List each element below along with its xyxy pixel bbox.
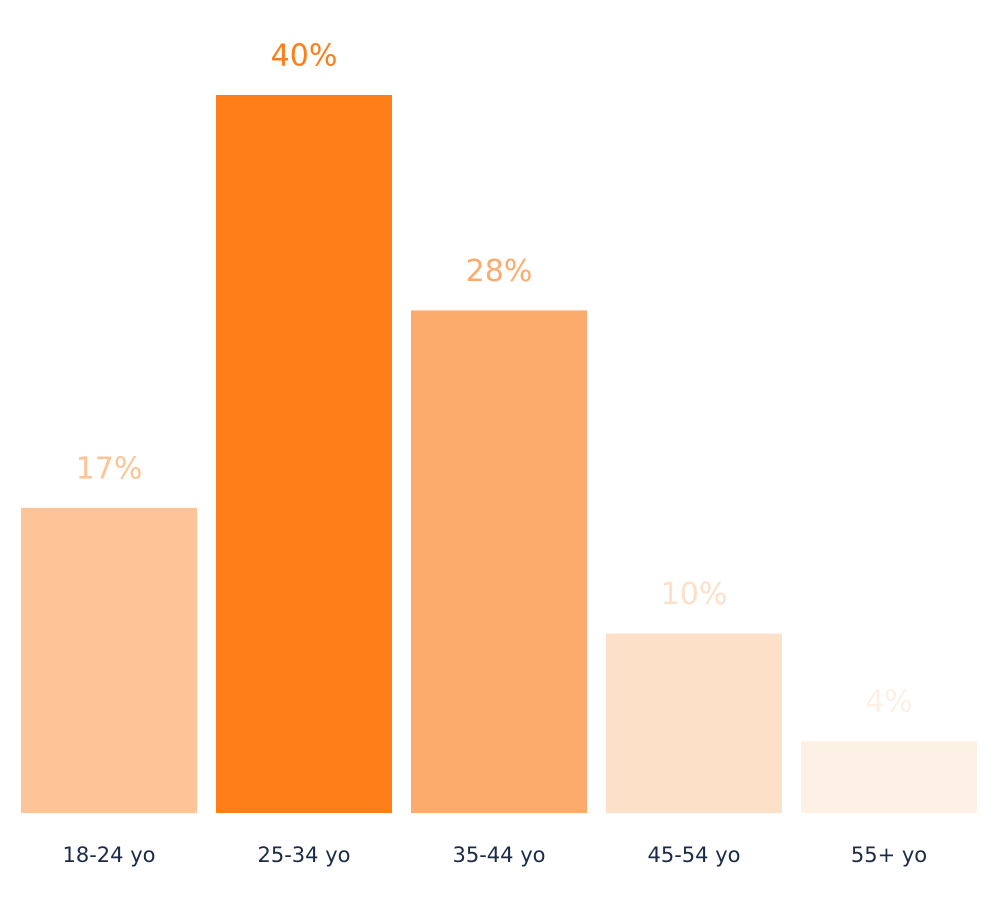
bar xyxy=(801,741,977,813)
value-label: 17% xyxy=(76,451,143,486)
x-tick-label: 35-44 yo xyxy=(453,843,546,867)
value-label: 10% xyxy=(661,577,728,612)
x-tick-label: 55+ yo xyxy=(851,843,927,867)
x-tick-label: 25-34 yo xyxy=(258,843,351,867)
bar xyxy=(216,95,392,813)
bar xyxy=(411,310,587,813)
value-label: 40% xyxy=(271,39,338,74)
x-tick-label: 45-54 yo xyxy=(648,843,741,867)
value-label: 28% xyxy=(466,254,533,289)
bar xyxy=(21,507,197,813)
x-tick-label: 18-24 yo xyxy=(63,843,156,867)
bar xyxy=(606,633,782,813)
value-label: 4% xyxy=(865,685,913,720)
